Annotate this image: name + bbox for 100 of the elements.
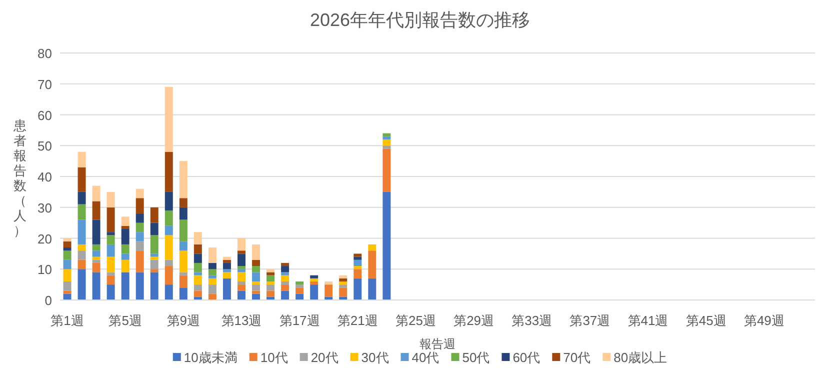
- bar: [222, 262, 231, 270]
- bar: [106, 207, 115, 232]
- bar: [78, 192, 86, 204]
- bar: [92, 272, 100, 300]
- bar: [78, 152, 86, 168]
- bar: [78, 260, 86, 270]
- bar: [238, 272, 246, 282]
- bar: [150, 260, 158, 270]
- bar: [222, 256, 231, 260]
- bar: [252, 290, 260, 294]
- bar: [281, 290, 290, 300]
- bar: [339, 281, 348, 285]
- bar: [92, 220, 100, 244]
- bar: [296, 284, 304, 288]
- x-tick-label: 第13週: [221, 313, 262, 328]
- bar: [368, 250, 376, 278]
- bar: [164, 86, 173, 152]
- bar: [354, 269, 362, 278]
- x-axis-title: 報告週: [420, 337, 456, 351]
- bar: [150, 235, 158, 254]
- bar: [222, 278, 231, 300]
- bar: [150, 272, 158, 300]
- bar: [78, 269, 86, 300]
- legend-label: 60代: [512, 350, 540, 365]
- bar: [121, 260, 130, 272]
- legend-label: 50代: [462, 350, 490, 365]
- bar: [106, 235, 115, 244]
- bar: [136, 272, 144, 300]
- bar: [368, 278, 376, 300]
- bar: [208, 262, 216, 270]
- bar: [382, 136, 391, 140]
- bar: [78, 250, 86, 260]
- bar: [281, 275, 290, 282]
- bar: [164, 192, 173, 210]
- y-tick-label: 80: [38, 46, 52, 61]
- bar: [382, 192, 391, 300]
- bar: [238, 254, 246, 266]
- bar: [92, 244, 100, 251]
- bar: [106, 275, 115, 285]
- bar: [106, 244, 115, 257]
- bar: [281, 266, 290, 272]
- legend-label: 30代: [361, 350, 389, 365]
- bar: [194, 232, 202, 244]
- bar: [266, 275, 275, 282]
- bar: [324, 284, 333, 297]
- bar: [266, 272, 275, 276]
- bar: [78, 220, 86, 244]
- bar: [179, 250, 188, 272]
- bar: [164, 260, 173, 266]
- x-tick-label: 第9週: [166, 313, 200, 328]
- bar: [106, 256, 115, 272]
- bar: [222, 269, 231, 272]
- x-tick-label: 第33週: [512, 313, 552, 328]
- bar: [339, 284, 348, 288]
- x-tick-label: 第17週: [279, 313, 320, 328]
- bar: [121, 244, 130, 254]
- bar: [238, 281, 246, 285]
- chart-title: 2026年年代別報告数の推移: [310, 10, 530, 30]
- bar: [354, 266, 362, 270]
- bar: [382, 133, 391, 136]
- bar: [63, 260, 72, 270]
- bar: [339, 275, 348, 278]
- bar: [92, 201, 100, 220]
- bar: [121, 228, 130, 244]
- bar: [136, 222, 144, 232]
- bar: [194, 272, 202, 276]
- bar: [78, 167, 86, 192]
- x-tick-label: 第37週: [570, 313, 610, 328]
- bar: [281, 281, 290, 285]
- bar: [63, 281, 72, 291]
- bar: [121, 272, 130, 300]
- bar: [63, 238, 72, 242]
- bar: [324, 281, 333, 285]
- bar: [164, 266, 173, 285]
- x-tick-label: 第41週: [628, 313, 668, 328]
- bar: [136, 232, 144, 242]
- bar: [208, 275, 216, 278]
- legend-label: 20代: [310, 350, 338, 365]
- bar: [310, 275, 318, 278]
- y-tick-label: 40: [38, 170, 52, 184]
- bar: [136, 214, 144, 223]
- y-tick-label: 50: [38, 138, 52, 154]
- bar: [238, 238, 246, 251]
- bar: [194, 244, 202, 254]
- bar: [164, 235, 173, 260]
- bar: [238, 269, 246, 272]
- y-axis-title: 患者報告数（人）: [12, 118, 26, 238]
- bar: [310, 278, 318, 282]
- bar: [194, 262, 202, 272]
- bar: [296, 288, 304, 294]
- bar: [179, 272, 188, 276]
- y-tick-label: 30: [38, 200, 52, 216]
- legend-label: 80歳以上: [614, 350, 668, 365]
- legend-label: 10歳未満: [184, 350, 238, 365]
- bar: [252, 284, 260, 291]
- bar: [296, 281, 304, 285]
- bar: [382, 148, 391, 192]
- bar: [310, 281, 318, 285]
- bar: [136, 250, 144, 272]
- bar: [106, 192, 115, 208]
